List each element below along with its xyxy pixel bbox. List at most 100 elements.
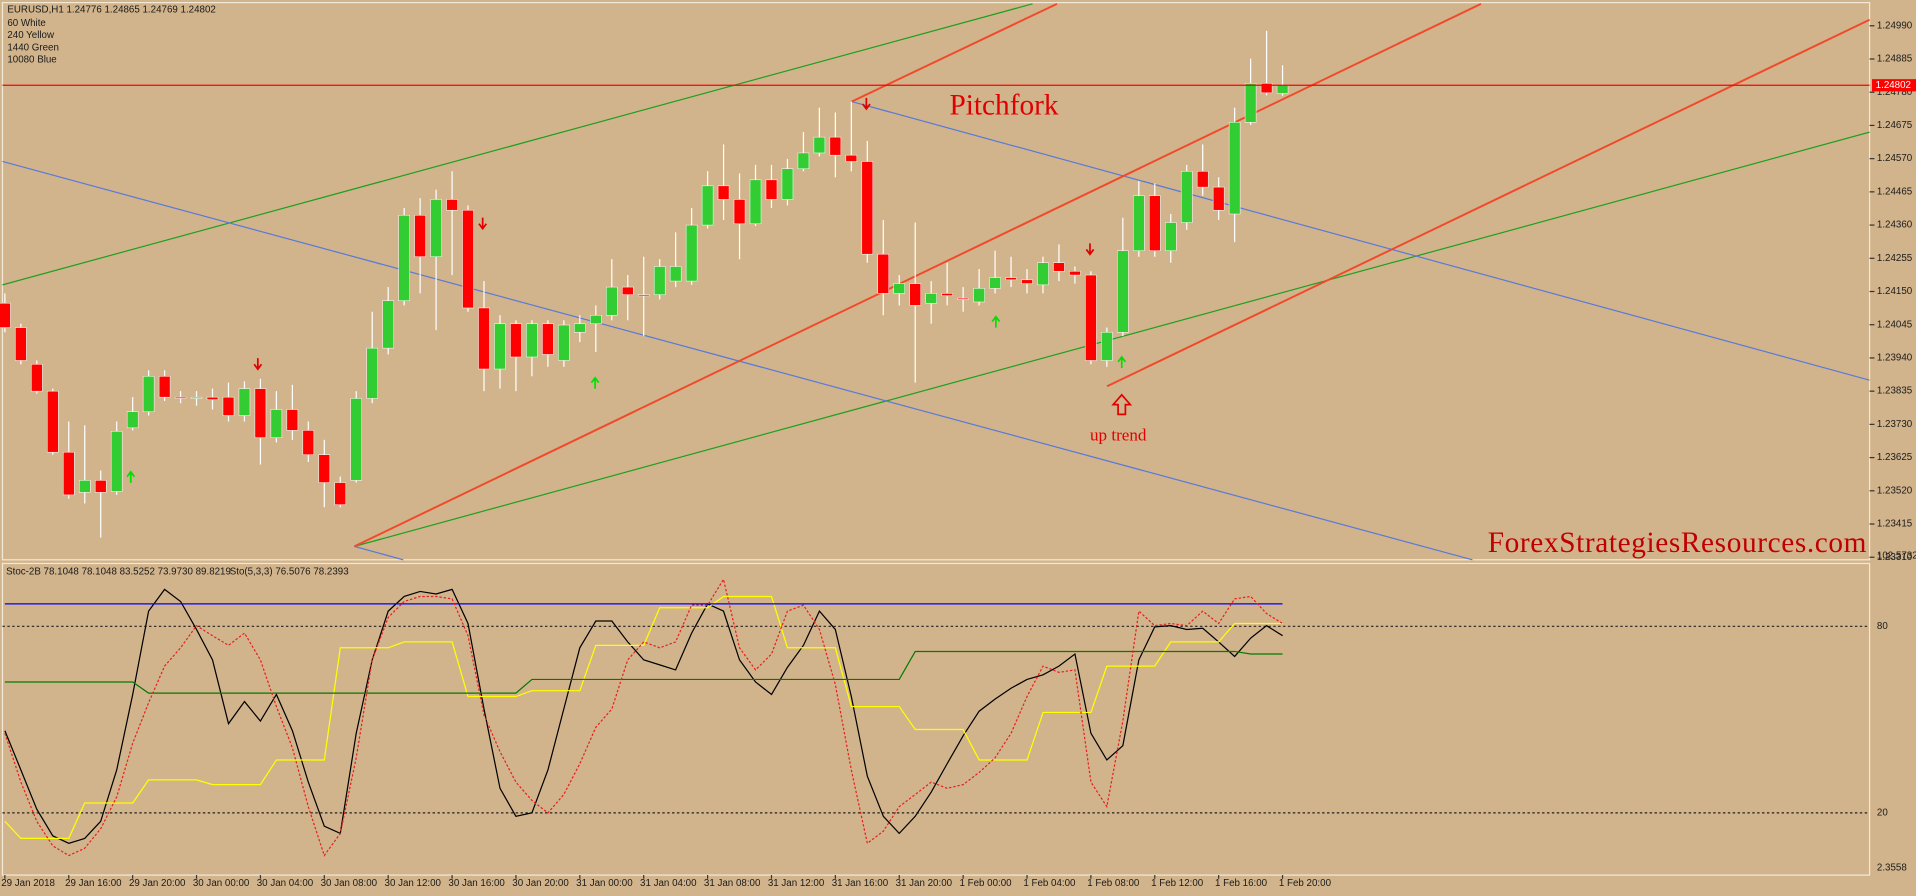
- indicator-line: [4, 595, 1283, 840]
- x-tick-label: 31 Jan 04:00: [640, 878, 697, 889]
- candle-body: [542, 323, 554, 355]
- candle-body: [1037, 262, 1049, 286]
- y-tick-label: 1.23730: [1877, 419, 1913, 430]
- candle-body: [1149, 195, 1161, 251]
- candle-body: [1053, 262, 1065, 272]
- candle-body: [1196, 171, 1209, 188]
- candle-body: [909, 283, 921, 306]
- candle-body: [94, 480, 107, 493]
- candle-body: [925, 293, 937, 304]
- candle-body: [174, 396, 187, 399]
- candle-body: [63, 451, 75, 496]
- x-tick-label: 31 Jan 20:00: [896, 878, 953, 889]
- legend-entry: 10080 Blue: [7, 55, 56, 66]
- indicator-panel: [1, 562, 1871, 876]
- candle-body: [526, 323, 538, 358]
- candle-body: [31, 364, 43, 392]
- candle-body: [622, 286, 634, 295]
- down-arrow: [253, 358, 263, 371]
- candle-body: [685, 224, 698, 282]
- candle-body: [462, 209, 474, 309]
- candle-body: [446, 199, 458, 211]
- signal-arrows: [126, 97, 1133, 483]
- price-panel: [1, 1, 1871, 561]
- x-tick-label: 1 Feb 20:00: [1279, 878, 1332, 889]
- annotation: Pitchfork: [949, 89, 1058, 121]
- x-tick-label: 29 Jan 2018: [1, 878, 55, 889]
- legend-entry: 60 White: [7, 18, 46, 29]
- down-arrow: [478, 217, 488, 231]
- candle-body: [254, 388, 267, 438]
- candle-body: [749, 179, 762, 225]
- blue-line: [354, 545, 404, 561]
- trend-lines: [2, 2, 1870, 561]
- candle-body: [1117, 250, 1129, 333]
- watermark: ForexStrategiesResources.com: [1488, 527, 1867, 559]
- blue-line: [851, 100, 1870, 381]
- candle-body: [941, 293, 953, 296]
- x-tick-label: 30 Jan 20:00: [512, 878, 569, 889]
- candle-body: [1228, 122, 1241, 215]
- candle-body: [270, 409, 283, 438]
- y-tick-label: 102.5732: [1877, 551, 1916, 562]
- x-tick-label: 1 Feb 00:00: [959, 878, 1012, 889]
- candle-body: [606, 286, 618, 316]
- candle-body: [733, 199, 746, 225]
- candle-body: [797, 152, 810, 170]
- candle-body: [47, 390, 59, 453]
- candle-body: [414, 215, 426, 257]
- x-tick-label: 30 Jan 04:00: [257, 878, 314, 889]
- candle-body: [382, 300, 394, 349]
- y-tick-label: 1.23310: [1877, 552, 1913, 563]
- candle-body: [126, 411, 139, 429]
- candle-body: [1101, 332, 1113, 361]
- y-tick-label: 1.24675: [1877, 120, 1913, 131]
- candle-body: [366, 347, 378, 399]
- candle-body: [957, 297, 969, 300]
- candle-body: [1005, 277, 1017, 281]
- indicator-line: [4, 588, 1283, 844]
- x-tick-label: 1 Feb 16:00: [1215, 878, 1268, 889]
- indicator-subtitle: Sto(5,3,3) 76.5076 78.2393: [230, 567, 349, 578]
- candle-body: [1133, 195, 1145, 251]
- candle-body: [765, 179, 778, 200]
- candle-body: [669, 266, 682, 282]
- candle-body: [1069, 271, 1081, 276]
- down-arrow: [1085, 243, 1095, 256]
- y-tick-label: 2.3558: [1877, 862, 1907, 873]
- candle-body: [893, 283, 905, 294]
- candle-body: [877, 253, 890, 294]
- x-tick-label: 31 Jan 08:00: [704, 878, 761, 889]
- candle-body: [717, 185, 730, 200]
- y-tick-label: 1.24990: [1877, 20, 1913, 31]
- candle-body: [829, 136, 842, 156]
- candle-body: [334, 482, 347, 505]
- candle-body: [318, 454, 331, 483]
- candle-body: [0, 302, 11, 328]
- trend-arrow: [1111, 393, 1133, 416]
- down-arrow: [862, 97, 871, 111]
- pitchfork-median: [353, 2, 1482, 548]
- chart-title: EURUSD,H1 1.24776 1.24865 1.24769 1.2480…: [7, 5, 216, 16]
- candle-body: [1260, 83, 1273, 94]
- candle-body: [845, 154, 858, 162]
- candle-body: [158, 376, 171, 398]
- x-tick-label: 29 Jan 20:00: [129, 878, 186, 889]
- candle-body: [206, 396, 219, 400]
- candle-body: [1180, 171, 1193, 223]
- up-arrow: [1117, 355, 1127, 368]
- candle-body: [637, 294, 650, 297]
- candle-body: [973, 288, 985, 303]
- y-tick-label: 1.23835: [1877, 386, 1913, 397]
- up-arrow: [590, 376, 600, 389]
- y-tick-label: 1.23625: [1877, 452, 1913, 463]
- candle-body: [1244, 83, 1257, 123]
- y-tick-label: 1.24465: [1877, 186, 1913, 197]
- x-tick-label: 1 Feb 12:00: [1151, 878, 1204, 889]
- candle-body: [78, 480, 91, 493]
- candle-body: [558, 324, 570, 361]
- candle-body: [1276, 85, 1289, 94]
- x-tick-label: 30 Jan 16:00: [448, 878, 505, 889]
